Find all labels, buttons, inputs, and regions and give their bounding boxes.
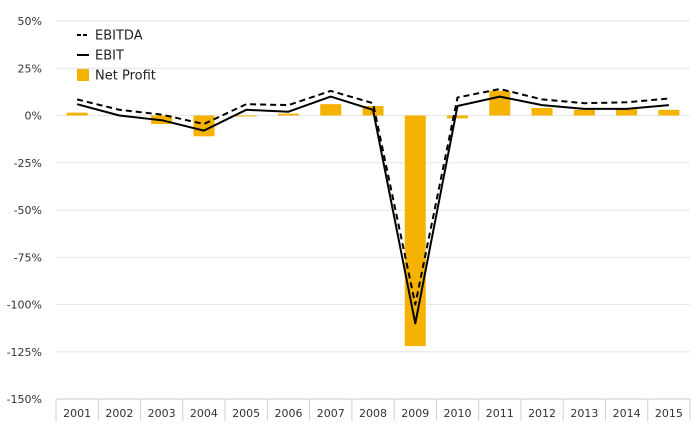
y-tick-label: -25%	[14, 157, 42, 170]
x-tick-label: 2015	[655, 407, 683, 420]
legend-bar-swatch	[77, 69, 89, 81]
y-axis: 50% 25% 0% -25% -50% -75% -100% -125% -150%	[7, 15, 42, 406]
net-profit-bar	[235, 115, 257, 117]
net-profit-bar	[320, 104, 342, 116]
legend-label: Net Profit	[95, 69, 156, 84]
x-tick-label: 2002	[105, 407, 133, 420]
net-profit-bar	[489, 90, 511, 116]
x-tick-label: 2003	[148, 407, 176, 420]
x-tick-label: 2012	[528, 407, 556, 420]
x-tick-label: 2011	[486, 407, 514, 420]
x-tick-label: 2014	[613, 407, 641, 420]
y-tick-label: -150%	[7, 393, 42, 406]
net-profit-bar	[277, 113, 299, 116]
x-axis: 2001 2002 2003 2004 2005 2006 2007 2008 2009 2010…	[55, 398, 691, 421]
net-profit-bar	[404, 115, 426, 347]
y-tick-label: 50%	[18, 15, 42, 28]
y-tick-label: -125%	[7, 346, 42, 359]
net-profit-bar	[573, 109, 595, 116]
ebit-line	[76, 95, 669, 325]
legend-label: EBITDA	[95, 29, 143, 44]
y-tick-label: 0%	[25, 110, 42, 123]
x-tick-label: 2006	[274, 407, 302, 420]
net-profit-bar	[531, 107, 553, 116]
x-tick-label: 2010	[444, 407, 472, 420]
x-tick-label: 2005	[232, 407, 260, 420]
legend-label: EBIT	[95, 49, 124, 64]
net-profit-bar	[66, 112, 88, 116]
x-tick-label: 2007	[317, 407, 345, 420]
x-tick-label: 2004	[190, 407, 218, 420]
legend: EBITDA EBIT Net Profit	[77, 29, 156, 84]
y-tick-label: 25%	[18, 62, 42, 75]
y-tick-label: -100%	[7, 299, 42, 312]
y-tick-label: -75%	[14, 251, 42, 264]
x-tick-label: 2008	[359, 407, 387, 420]
legend-item: EBIT	[77, 49, 124, 64]
net-profit-bars	[66, 90, 680, 347]
x-tick-label: 2001	[63, 407, 91, 420]
legend-item: EBITDA	[77, 29, 143, 44]
net-profit-bar	[616, 108, 638, 116]
y-tick-label: -50%	[14, 204, 42, 217]
series-lines	[76, 88, 669, 325]
net-profit-bar	[658, 109, 680, 116]
x-tick-label: 2013	[570, 407, 598, 420]
legend-item: Net Profit	[77, 69, 156, 84]
net-profit-bar	[447, 115, 469, 119]
x-tick-label: 2009	[401, 407, 429, 420]
ebitda-line	[76, 88, 669, 306]
